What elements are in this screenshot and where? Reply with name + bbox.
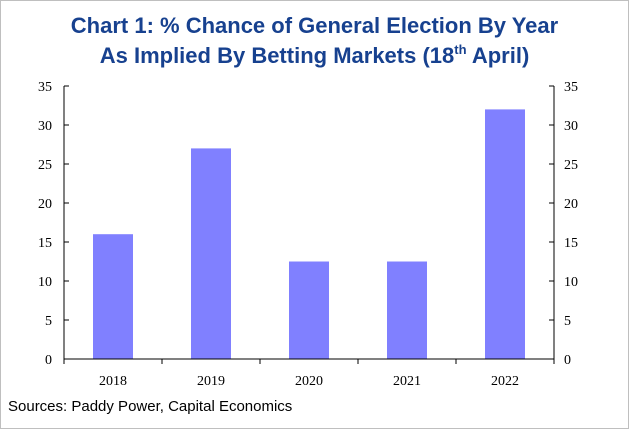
- y-tick-label-right-0: 0: [564, 353, 571, 368]
- bar-2022: [485, 109, 525, 360]
- axes-group: [63, 85, 555, 364]
- x-tick-label-2020: 2020: [295, 374, 323, 389]
- bar-2021: [387, 261, 427, 359]
- chart-title-line2: As Implied By Betting Markets (18th Apri…: [0, 42, 629, 70]
- x-tick-label-2022: 2022: [491, 374, 519, 389]
- y-tick-label-left-15: 15: [38, 236, 52, 251]
- bar-2019: [191, 148, 231, 359]
- y-tick-label-right-25: 25: [564, 158, 578, 173]
- x-tick-label-2021: 2021: [393, 374, 421, 389]
- y-tick-label-left-20: 20: [38, 197, 52, 212]
- bar-2020: [289, 261, 329, 359]
- y-tick-label-left-25: 25: [38, 158, 52, 173]
- y-tick-label-right-35: 35: [564, 80, 578, 95]
- chart-title-line1: Chart 1: % Chance of General Election By…: [70, 13, 559, 38]
- y-tick-label-left-0: 0: [45, 353, 52, 368]
- y-tick-label-left-10: 10: [38, 275, 52, 290]
- title-line2-text: As Implied By Betting Markets (18: [99, 43, 455, 68]
- x-tick-label-2019: 2019: [197, 374, 225, 389]
- x-tick-label-2018: 2018: [99, 374, 127, 389]
- title-line2-end: April): [466, 43, 530, 68]
- y-tick-label-left-35: 35: [38, 80, 52, 95]
- y-tick-label-left-5: 5: [45, 314, 52, 329]
- source-note: Sources: Paddy Power, Capital Economics: [8, 398, 293, 415]
- title-ordinal-suffix: th: [454, 41, 467, 57]
- y-tick-label-right-10: 10: [564, 275, 578, 290]
- y-tick-label-right-20: 20: [564, 197, 578, 212]
- y-tick-label-left-30: 30: [38, 119, 52, 134]
- y-tick-label-right-15: 15: [564, 236, 578, 251]
- bars-group: [93, 109, 525, 360]
- bar-2018: [93, 234, 133, 359]
- y-tick-label-right-5: 5: [564, 314, 571, 329]
- y-tick-label-right-30: 30: [564, 119, 578, 134]
